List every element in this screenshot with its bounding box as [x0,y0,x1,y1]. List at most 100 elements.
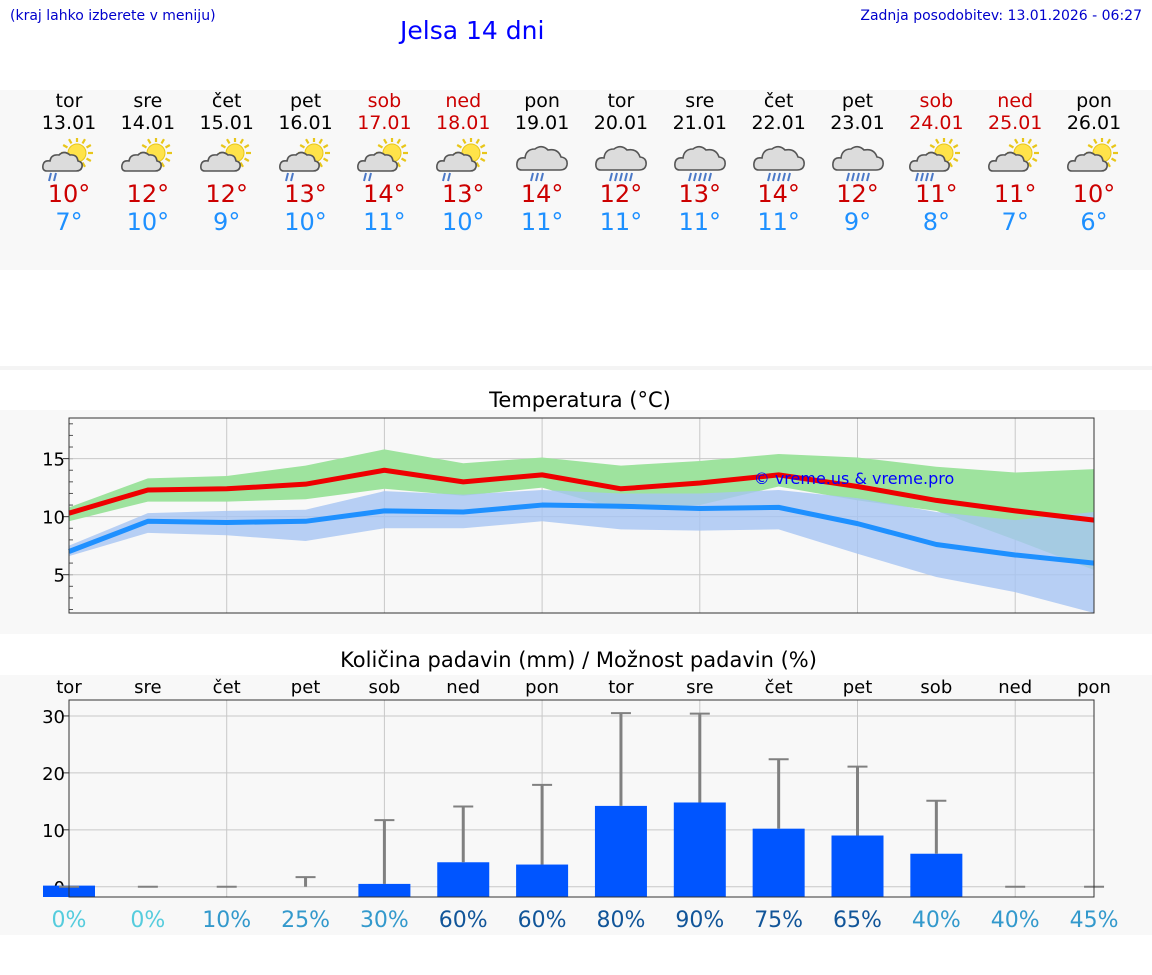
precipitation-bar [437,862,490,897]
min-temperature: 6° [1080,208,1108,236]
precipitation-bar [594,805,647,897]
sun-ray [475,138,481,145]
rain-drop [920,172,925,182]
sun-ray [953,157,959,162]
rain-drop [363,172,368,182]
rain-drop [540,172,545,182]
precipitation-probability: 75% [754,908,803,933]
min-temperature: 11° [363,208,406,236]
precipitation-probability: 10% [202,908,251,933]
cloud-heavy-rain-icon [673,145,726,182]
cloud-heavy-rain-icon [594,145,647,182]
min-temperature: 11° [599,208,643,236]
rain [530,172,545,182]
day-date: 14.01 [120,112,176,134]
day-name: ned [997,90,1034,112]
rain-drop [845,172,850,182]
sun-ray [299,144,305,149]
sun-ray [1093,138,1098,145]
sun-ray [1106,138,1111,145]
precipitation-probability: 0% [52,908,87,933]
min-temperature: 8° [922,208,950,236]
cloud [988,151,1030,172]
precipitation-probability: 80% [596,908,645,933]
sun-ray [462,138,467,145]
day-forecast: čet 15.01 12° 9° [187,90,267,236]
precipitation-bar [752,828,805,897]
sun-cloud-rain-icon [436,138,488,182]
day-forecast: pet 23.01 12° 9° [818,90,898,236]
location-hint: (kraj lahko izberete v meniju) [10,8,216,24]
day-forecast: tor 20.01 12° 11° [581,90,661,236]
day-name: pet [841,90,874,112]
rain [608,172,633,182]
day-forecast: sre 21.01 13° 11° [660,90,740,236]
day-name: sre [685,90,715,112]
precipitation-probability: 65% [833,908,882,933]
sun-ray [377,144,384,149]
day-name: pon [1076,90,1112,112]
cloud-shape [278,151,320,172]
min-temperature: 7° [55,208,83,236]
sun-ray [948,161,954,168]
day-forecast: čet 22.01 14° 11° [739,90,819,236]
rain-drop [608,172,613,182]
cloud [199,151,241,172]
cloud [436,151,478,172]
y-tick-label: 20 [42,764,65,785]
day-forecast: tor 13.01 10° 7° [29,90,109,236]
day-name: tor [607,90,635,112]
rain-drop [628,172,633,182]
precipitation-probability: 25% [281,908,330,933]
sun-ray [318,138,323,145]
rain-drop [781,172,786,182]
sun-ray [456,144,463,149]
sun-ray [322,157,328,162]
day-name: ned [445,90,482,112]
max-temperature: 12° [599,180,643,208]
rain [915,172,935,182]
sun-ray [68,138,73,145]
day-label: ned [998,677,1032,698]
day-label: ned [446,677,480,698]
day-forecast: sob 24.01 11° 8° [896,90,976,236]
plot-frame [68,699,1095,898]
min-temperature: 7° [1001,208,1029,236]
day-label: sre [686,677,713,698]
cloud-shape [909,151,951,172]
rain-drop [284,172,289,182]
page-title: Jelsa 14 dni [400,16,545,45]
rain-drop [535,172,540,182]
rain-drop [692,172,697,182]
precipitation-bar [358,883,411,897]
temperature-chart: 5 10 15 © vreme.us & vreme.pro [42,417,1095,614]
sun-ray [480,144,486,149]
max-temperature: 12° [836,180,879,208]
cloud-shape [1067,151,1109,172]
sun-ray [164,157,171,162]
sun-ray [160,138,165,145]
rain-drop [930,172,935,182]
rain-drop [687,172,692,182]
min-temperature: 11° [757,208,800,236]
max-temperature: 13° [284,180,327,208]
sun-ray [220,144,226,149]
max-temperature: 11° [993,180,1037,208]
sun-ray [929,144,936,149]
sun-ray [85,144,92,149]
sun-ray [1111,144,1117,149]
rain-drop [447,172,452,182]
max-temperature: 13° [678,180,722,208]
sun-cloud-icon [988,138,1040,172]
sun-ray [401,157,407,162]
sun-ray [401,144,407,149]
sun-ray [225,138,231,145]
day-name: sob [919,90,954,112]
cloud-shape [42,151,83,172]
cloud [278,151,320,172]
cloud-shape [594,145,647,171]
sun-ray [318,161,323,168]
day-date: 25.01 [987,112,1043,134]
sun-ray [81,138,86,145]
day-date: 23.01 [830,112,885,134]
